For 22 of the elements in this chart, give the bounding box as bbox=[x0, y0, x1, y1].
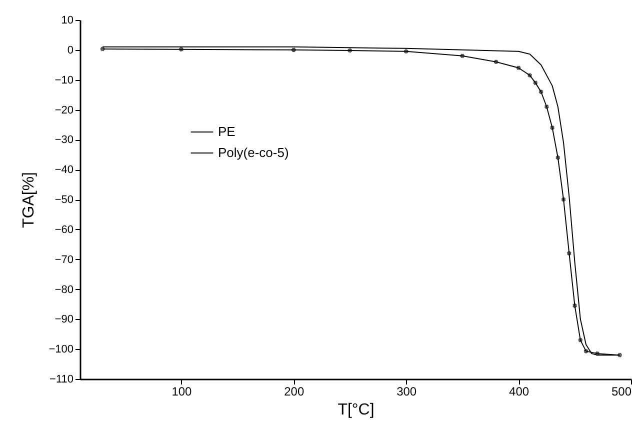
x-axis-title: T[°C] bbox=[338, 402, 374, 418]
y-tick-label: −90 bbox=[54, 314, 74, 326]
y-tick-label: −20 bbox=[54, 104, 74, 116]
y-tick-label: −50 bbox=[54, 194, 74, 206]
x-tick-label: 200 bbox=[284, 384, 304, 398]
y-tick-label: −100 bbox=[48, 344, 74, 356]
y-tick-label: −10 bbox=[54, 74, 74, 86]
x-tick-label: 100 bbox=[172, 384, 192, 398]
y-axis-title: TGA[%] bbox=[20, 172, 38, 228]
y-tick-label: −30 bbox=[54, 134, 74, 146]
y-tick-label: 0 bbox=[67, 44, 74, 56]
legend-label: PE bbox=[218, 124, 236, 139]
x-tick-label: 400 bbox=[509, 384, 530, 398]
y-tick-label: 10 bbox=[61, 14, 74, 26]
y-tick-label: −70 bbox=[54, 254, 74, 266]
y-tick-label: −40 bbox=[54, 164, 74, 176]
y-tick-label: −110 bbox=[50, 374, 74, 386]
x-tick-label: 500 bbox=[611, 384, 632, 398]
legend-label: Poly(e-co-5) bbox=[218, 145, 289, 160]
y-tick-label: −60 bbox=[54, 224, 74, 236]
y-tick-label: −80 bbox=[54, 284, 74, 296]
x-tick-label: 300 bbox=[396, 384, 417, 398]
